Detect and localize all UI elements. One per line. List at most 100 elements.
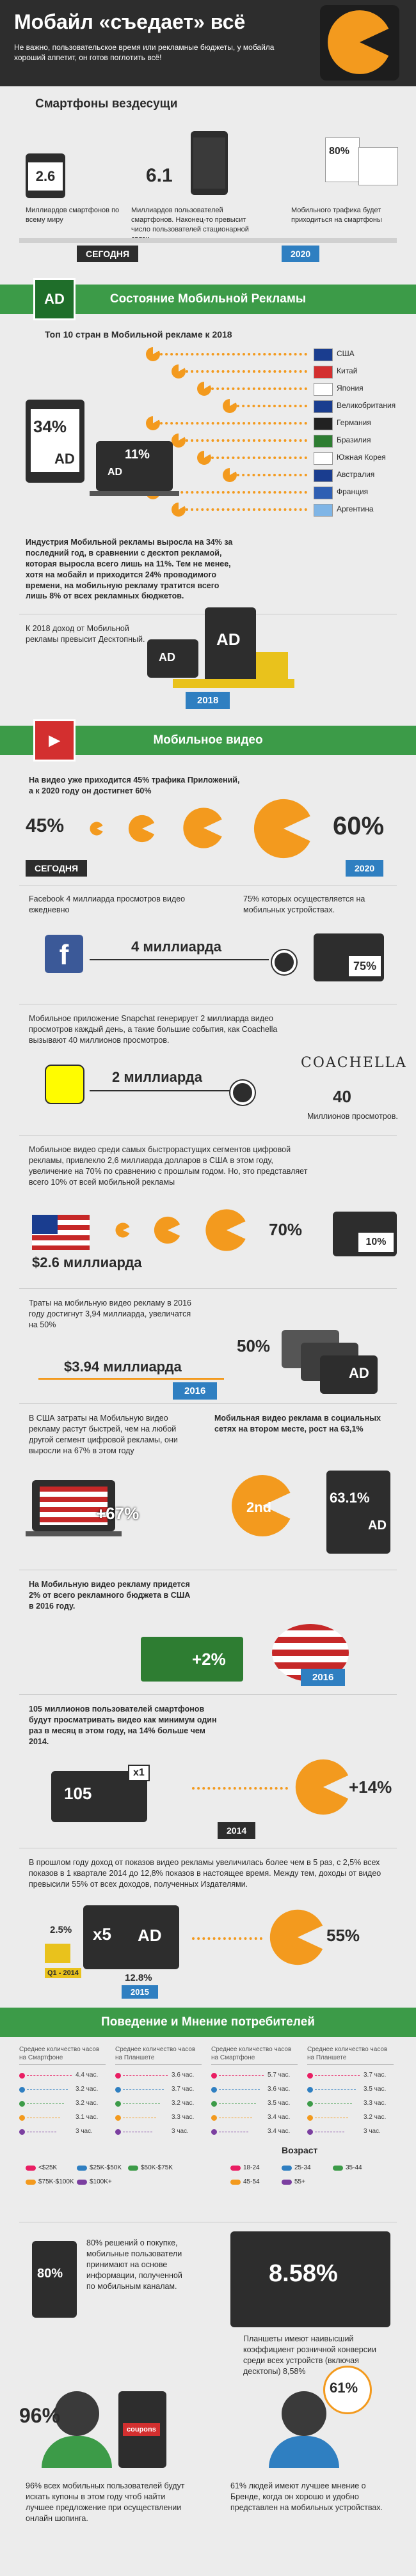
flow-line xyxy=(90,959,269,960)
growth-value: 11% xyxy=(125,448,150,462)
section-title: Смартфоны вездесущи xyxy=(35,97,178,111)
graphic xyxy=(90,822,102,835)
row-dot xyxy=(307,2087,313,2093)
paragraph: Мобильное видео среди самых быстрорастущ… xyxy=(29,1145,308,1187)
legend-title: Возраст xyxy=(282,2145,318,2155)
event-name: COACHELLA xyxy=(301,1055,407,1071)
dotted-line xyxy=(211,457,307,459)
graphic xyxy=(115,1222,129,1237)
row-dot xyxy=(211,2115,217,2121)
country-name: США xyxy=(337,349,355,358)
cell-value: 3.6 час. xyxy=(172,2072,195,2079)
dotted-line xyxy=(160,491,307,494)
laptop-base xyxy=(90,491,179,496)
divider xyxy=(19,1403,397,1404)
row-dot xyxy=(115,2129,121,2135)
cell-value: 3.2 час. xyxy=(172,2100,195,2107)
legend-label: $100K+ xyxy=(90,2178,112,2185)
flag xyxy=(314,383,333,396)
dotted-line xyxy=(192,1937,262,1940)
growth-value: 70% xyxy=(269,1220,303,1239)
year-label: 2015 xyxy=(122,1985,158,1999)
stat-text: Планшеты имеют наивысший коэффициент роз… xyxy=(243,2334,376,2376)
paragraph: Мобильное приложение Snapchat генерирует… xyxy=(29,1014,278,1045)
country-name: Франция xyxy=(337,487,369,496)
cell-value: 3 час. xyxy=(364,2128,381,2135)
tablet-icon xyxy=(326,1471,390,1554)
cell-value: 3.5 час. xyxy=(268,2100,291,2107)
graphic xyxy=(270,1910,323,1965)
pacman xyxy=(115,1222,131,1238)
row-line xyxy=(219,2075,264,2076)
dotted-line xyxy=(237,405,307,407)
period-label: Q1 - 2014 xyxy=(45,1968,81,1978)
legend-swatch xyxy=(230,2166,241,2171)
paragraph: На видео уже приходится 45% трафика Прил… xyxy=(29,776,240,795)
stat-value: 2.6 xyxy=(28,162,63,191)
column-rule xyxy=(19,2064,106,2065)
impr-value: 12.8% xyxy=(125,1972,152,1983)
mobile-value: 75% xyxy=(349,956,381,976)
cell-value: 3.3 час. xyxy=(364,2100,387,2107)
year-label: 2016 xyxy=(301,1669,346,1686)
country-name: Австралия xyxy=(337,470,375,479)
screen-icon xyxy=(320,1355,378,1394)
pacman xyxy=(182,807,225,849)
legend-swatch xyxy=(77,2180,87,2185)
underline xyxy=(38,1378,224,1380)
facebook-icon: f xyxy=(45,935,83,973)
flag xyxy=(314,487,333,499)
revenue-share: 55% xyxy=(326,1926,360,1945)
flag xyxy=(314,435,333,448)
row-dot xyxy=(19,2129,25,2135)
paragraph: Facebook 4 миллиарда просмотров видео еж… xyxy=(29,894,186,914)
band-icon: ▶ xyxy=(33,719,76,761)
paragraph: На Мобильную видео рекламу придется 2% о… xyxy=(29,1580,191,1611)
cell-value: 3.6 час. xyxy=(268,2086,291,2093)
dotted-line xyxy=(186,439,307,442)
coupon-label: coupons xyxy=(123,2423,160,2436)
row-dot xyxy=(115,2115,121,2121)
graphic xyxy=(205,1209,245,1251)
ad-label: AD xyxy=(349,1365,369,1381)
stat-text: 96% всех мобильных пользователей будут и… xyxy=(26,2481,185,2523)
dotted-line xyxy=(211,387,307,390)
flow-line xyxy=(90,1090,230,1091)
row-dot xyxy=(307,2129,313,2135)
flag xyxy=(314,400,333,413)
band-icon: AD xyxy=(33,278,76,320)
stat-value: 80% xyxy=(329,146,350,157)
paragraph: В прошлом году доход от показов видео ре… xyxy=(29,1858,381,1889)
stat-value: 61% xyxy=(330,2380,358,2396)
column-header: Среднее количество часов на Смартфоне xyxy=(211,2046,292,2061)
band-title: Состояние Мобильной Рекламы xyxy=(109,292,307,306)
views-value: 4 миллиарда xyxy=(131,939,221,955)
column-header: Среднее количество часов на Планшете xyxy=(115,2046,196,2061)
growth-value: 50% xyxy=(237,1336,271,1355)
multiplier: x5 xyxy=(93,1924,111,1944)
paragraph: 75% которых осуществляется на мобильных … xyxy=(243,894,365,914)
country-name: Германия xyxy=(337,418,371,427)
country-name: Китай xyxy=(337,366,358,375)
share-value: +2% xyxy=(192,1650,226,1669)
ad-label: AD xyxy=(159,651,175,664)
person-head xyxy=(54,2391,99,2436)
pacman xyxy=(205,1208,248,1252)
cell-value: 3.7 час. xyxy=(172,2086,195,2093)
legend-swatch xyxy=(282,2166,292,2171)
spend-value: $2.6 миллиарда xyxy=(32,1254,142,1270)
band-title: Мобильное видео xyxy=(153,733,263,747)
graphic xyxy=(328,10,388,74)
country-name: Бразилия xyxy=(337,435,371,444)
person-body xyxy=(42,2436,112,2468)
time-label: СЕГОДНЯ xyxy=(77,246,139,262)
eye-icon xyxy=(230,1081,255,1105)
section-band: AD Состояние Мобильной Рекламы xyxy=(0,278,416,320)
title: Мобайл «съедает» всё xyxy=(14,10,246,33)
time-label: 2020 xyxy=(282,246,320,262)
legend-swatch xyxy=(230,2180,241,2185)
growth-value: +67% xyxy=(96,1504,140,1523)
users-value: 105 xyxy=(64,1784,92,1803)
